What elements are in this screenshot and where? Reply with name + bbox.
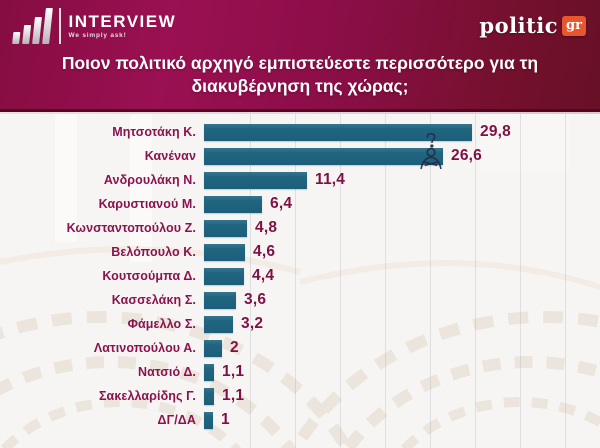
bar-label: Καρυστιανού Μ. <box>98 197 196 211</box>
chart-rows: Μητσοτάκη Κ. 29,8 Κανέναν 26,6 Ανδρουλάκη Ν.… <box>0 120 600 432</box>
bar <box>204 387 214 405</box>
bar <box>204 219 247 237</box>
bar <box>204 123 472 141</box>
bar-track: 4,6 <box>204 240 600 264</box>
interview-logo-text: INTERVIEW <box>68 11 177 31</box>
bar-track: 4,4 <box>204 264 600 288</box>
bar <box>204 315 233 333</box>
bar <box>204 411 213 429</box>
bar-label: Ανδρουλάκη Ν. <box>103 173 196 187</box>
bar-row: Καρυστιανού Μ. 6,4 <box>0 192 600 216</box>
poll-question-title: Ποιον πολιτικό αρχηγό εμπιστεύεστε περισ… <box>61 53 539 96</box>
bar-track: 2 <box>204 336 600 360</box>
bar-row: Κανέναν 26,6 <box>0 132 600 170</box>
politic-logo-text: politic <box>479 13 559 38</box>
interview-logo: INTERVIEW We simply ask! <box>12 8 177 44</box>
bar-track: 6,4 <box>204 192 600 216</box>
bar-value: 4,4 <box>252 267 275 284</box>
bar <box>204 339 222 357</box>
bar-row: Ανδρουλάκη Ν. 11,4 <box>0 168 600 192</box>
bar-value: 1,1 <box>222 363 245 380</box>
bar-value: 26,6 <box>451 147 482 164</box>
bar-label: Λατινοπούλου Α. <box>93 341 196 355</box>
bar-row: ΔΓ/ΔΑ 1 <box>0 408 600 432</box>
bar-value: 29,8 <box>480 123 511 140</box>
bar-row: Κωνσταντοπούλου Ζ. 4,8 <box>0 216 600 240</box>
bar-label: Κασσελάκη Σ. <box>111 293 196 307</box>
chart-gridlines <box>250 112 580 448</box>
bar <box>204 267 244 285</box>
bar-row: Νατσιό Δ. 1,1 <box>0 360 600 384</box>
bar-track: 3,2 <box>204 312 600 336</box>
bar-row: Κασσελάκη Σ. 3,6 <box>0 288 600 312</box>
bar-value: 11,4 <box>315 171 346 188</box>
interview-logo-tagline: We simply ask! <box>68 31 127 39</box>
politic-gr-badge: gr <box>562 15 586 36</box>
bar-track: 1,1 <box>204 360 600 384</box>
bar-track: 11,4 <box>204 168 600 192</box>
bar <box>204 291 236 309</box>
bar-track: 26,6 <box>204 132 600 170</box>
bar-track: 3,6 <box>204 288 600 312</box>
parliament-background-image <box>0 112 600 448</box>
bar-track: 29,8 <box>204 120 600 144</box>
bar-value: 3,2 <box>241 315 264 332</box>
bar-chart: Μητσοτάκη Κ. 29,8 Κανέναν 26,6 Ανδρουλάκη Ν.… <box>0 112 600 448</box>
bar-label: Βελόπουλο Κ. <box>111 245 196 259</box>
bar-value: 3,6 <box>244 291 267 308</box>
bar-value: 6,4 <box>270 195 293 212</box>
bar-label: Σακελλαρίδης Γ. <box>98 389 196 403</box>
bar-track: 1,1 <box>204 384 600 408</box>
bar-label: Μητσοτάκη Κ. <box>112 125 196 139</box>
bar-label: Κουτσούμπα Δ. <box>102 269 196 283</box>
bar-value: 1,1 <box>222 387 245 404</box>
bar <box>204 171 307 189</box>
bar <box>204 363 214 381</box>
logo-divider <box>59 8 61 44</box>
bar-row: Φάμελλο Σ. 3,2 <box>0 312 600 336</box>
bar-row: Μητσοτάκη Κ. 29,8 <box>0 120 600 144</box>
bar-track: 1 <box>204 408 600 432</box>
bar <box>204 243 245 261</box>
bar-label: Κωνσταντοπούλου Ζ. <box>66 221 196 235</box>
bar-row: Βελόπουλο Κ. 4,6 <box>0 240 600 264</box>
bar-track: 4,8 <box>204 216 600 240</box>
bar-value: 4,6 <box>253 243 276 260</box>
bar-label: Φάμελλο Σ. <box>127 317 196 331</box>
bar-value: 2 <box>230 339 239 356</box>
bar-label: Νατσιό Δ. <box>138 365 196 379</box>
bar <box>204 147 443 165</box>
header-banner: INTERVIEW We simply ask! politic gr Ποιο… <box>0 0 600 114</box>
bar-value: 4,8 <box>255 219 278 236</box>
bar-value: 1 <box>221 411 230 428</box>
bar-row: Κουτσούμπα Δ. 4,4 <box>0 264 600 288</box>
bar-row: Λατινοπούλου Α. 2 <box>0 336 600 360</box>
bar-label: ΔΓ/ΔΑ <box>157 413 196 427</box>
soundbars-icon <box>12 8 53 44</box>
bar-label: Κανέναν <box>144 149 196 163</box>
bar-row: Σακελλαρίδης Γ. 1,1 <box>0 384 600 408</box>
politic-logo: politic gr <box>479 13 586 38</box>
bar <box>204 195 262 213</box>
